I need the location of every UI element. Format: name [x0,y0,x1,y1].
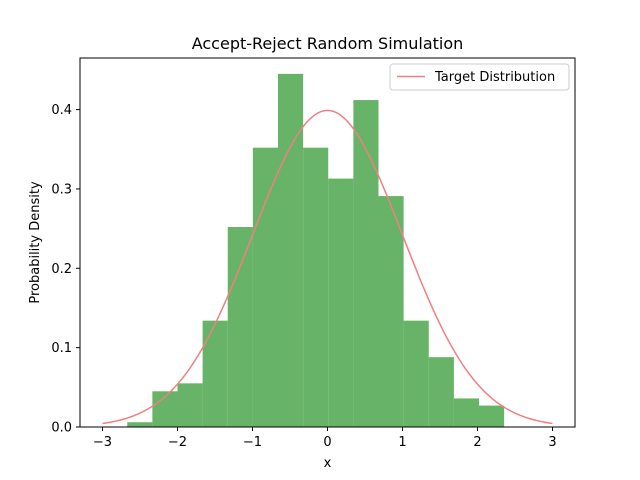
x-tick-label: 3 [548,435,556,450]
y-axis-label: Probability Density [28,181,43,304]
histogram-bar [227,227,253,427]
legend-box [389,63,570,91]
x-tick-label: 2 [473,435,481,450]
y-tick-label: 0.2 [51,262,72,277]
histogram-bar [278,73,304,427]
y-tick-label: 0.3 [51,182,72,197]
legend: Target Distribution [389,63,570,91]
histogram-bar [303,147,329,428]
x-axis-label: x [324,456,332,471]
x-tick-label: 0 [323,435,331,450]
histogram-bar [453,398,479,427]
y-tick-label: 0.1 [51,341,72,356]
histogram-bar [378,196,404,427]
histogram-bar [403,320,429,427]
x-tick-label: 1 [398,435,406,450]
histogram-bar [202,320,228,427]
histogram-bars [127,73,505,428]
chart-title: Accept-Reject Random Simulation [192,34,464,53]
y-tick-label: 0.0 [51,421,72,436]
histogram-bar [353,100,379,427]
histogram-bar [328,178,354,427]
histogram-bar [252,147,278,428]
y-tick-label: 0.4 [51,103,72,118]
legend-entry-target-distribution: Target Distribution [434,70,555,85]
x-tick-label: −3 [93,435,112,450]
histogram-bar [479,405,505,427]
target-distribution-curve-layer [102,109,553,425]
x-tick-label: −1 [243,435,262,450]
y-axis-ticks: 0.0 0.1 0.2 0.3 0.4 [51,103,80,436]
x-axis-ticks: −3 −2 −1 0 1 2 3 [93,427,557,450]
target-distribution-line [102,109,553,425]
x-tick-label: −2 [168,435,187,450]
histogram-bar [428,357,454,427]
histogram-bar [177,383,203,427]
histogram-bar [127,422,153,427]
